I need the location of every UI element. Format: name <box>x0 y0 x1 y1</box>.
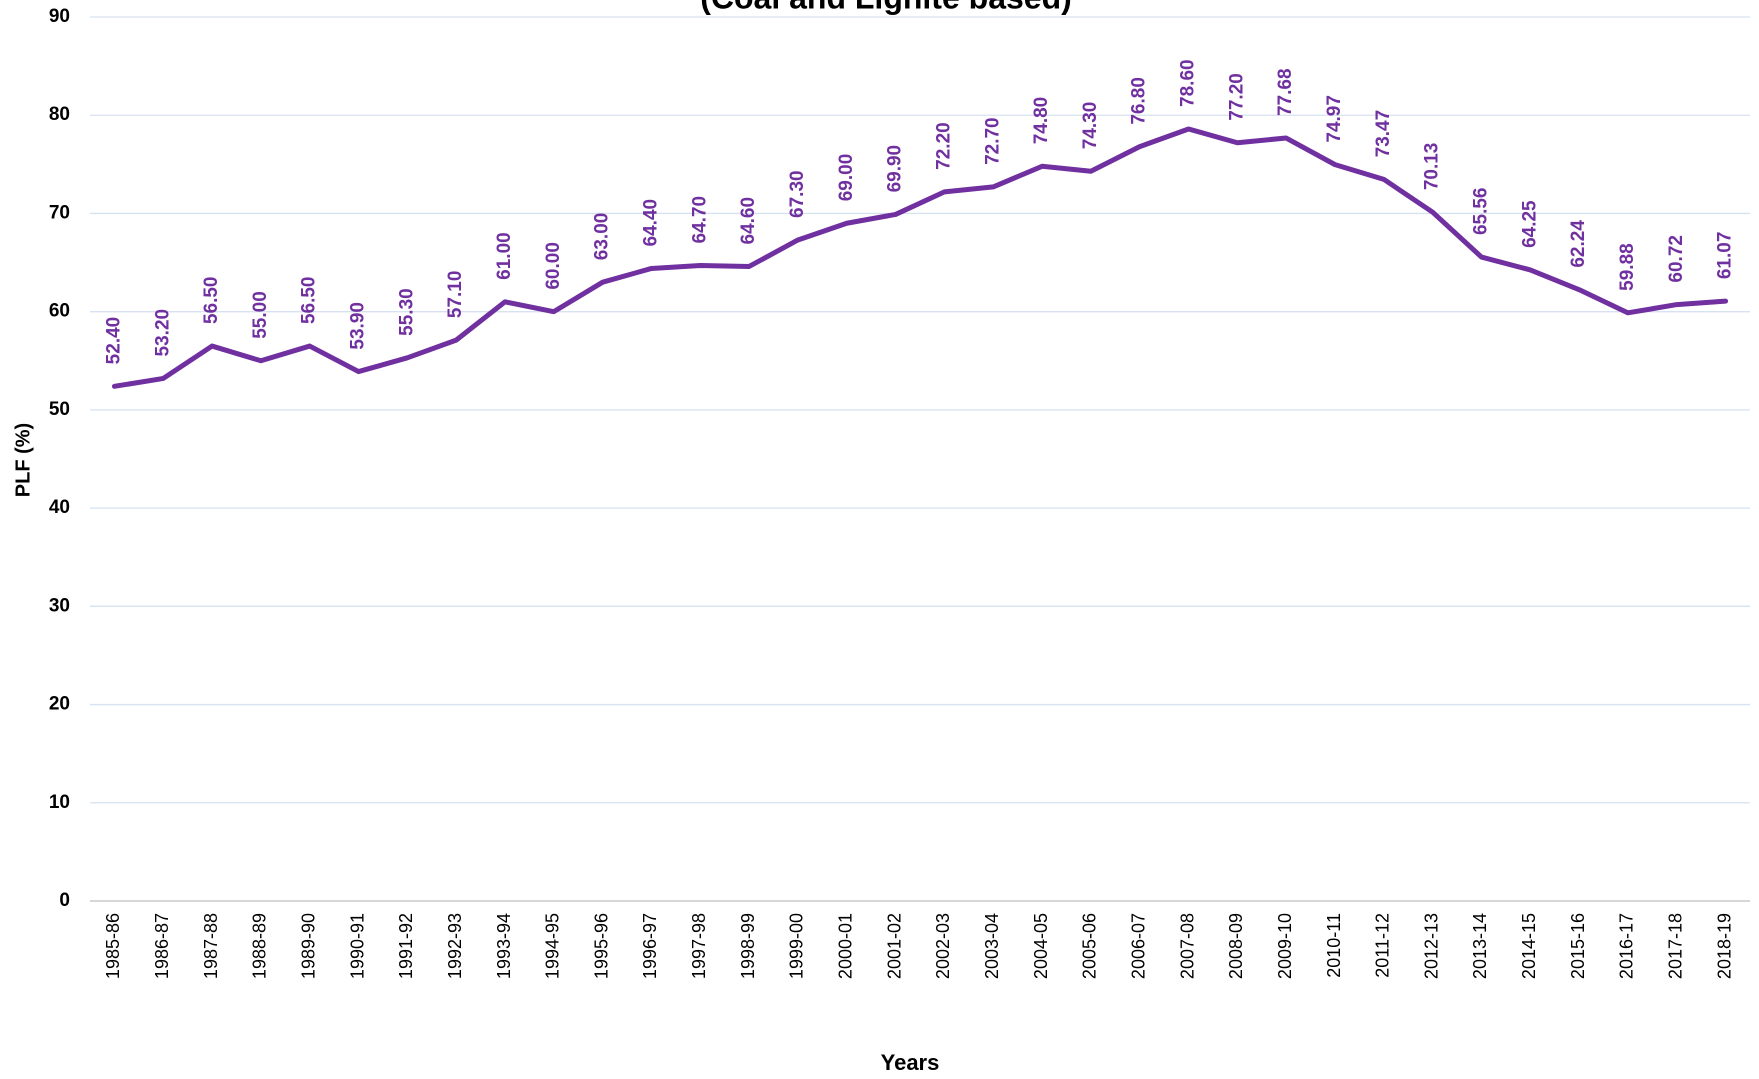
x-tick-label: 2012-13 <box>1421 913 1441 979</box>
y-tick-label: 30 <box>49 595 70 616</box>
data-label: 56.50 <box>299 276 320 324</box>
x-tick-label: 2014-15 <box>1519 913 1539 979</box>
data-label: 52.40 <box>103 317 124 365</box>
x-tick-label: 2010-11 <box>1324 913 1344 978</box>
x-tick-label: 2002-03 <box>933 913 953 979</box>
data-label: 72.70 <box>982 117 1003 165</box>
series-line <box>111 126 1729 389</box>
data-label: 57.10 <box>445 271 466 319</box>
y-tick-label: 0 <box>59 890 70 911</box>
data-label: 55.00 <box>250 291 271 339</box>
data-label: 53.90 <box>348 302 369 350</box>
y-tick-label: 70 <box>49 202 70 223</box>
y-tick-label: 80 <box>49 104 70 125</box>
x-axis-label: Years <box>881 1050 940 1075</box>
x-tick-label: 1986-87 <box>152 913 172 979</box>
data-label: 69.90 <box>885 145 906 193</box>
y-tick-label: 20 <box>49 694 70 715</box>
data-label: 74.30 <box>1080 102 1101 150</box>
x-tick-label: 2016-17 <box>1617 913 1637 979</box>
y-axis-label: PLF (%) <box>12 423 34 497</box>
data-label: 69.00 <box>836 154 857 202</box>
y-tick-label: 40 <box>49 497 70 518</box>
x-tick-label: 1988-89 <box>250 913 270 979</box>
x-tick-label: 2009-10 <box>1275 913 1295 979</box>
x-tick-label: 1998-99 <box>738 913 758 979</box>
data-label: 77.20 <box>1226 73 1247 121</box>
data-label: 59.88 <box>1617 243 1638 291</box>
x-tick-label: 2008-09 <box>1226 913 1246 979</box>
x-tick-label: 1999-00 <box>787 913 807 979</box>
y-tick-label: 10 <box>49 792 70 813</box>
data-label: 64.25 <box>1519 200 1540 248</box>
x-tick-label: 2015-16 <box>1568 913 1588 979</box>
data-label: 56.50 <box>201 276 222 324</box>
data-label: 60.00 <box>543 242 564 290</box>
data-label: 53.20 <box>152 309 173 357</box>
data-label: 70.13 <box>1422 143 1443 191</box>
y-tick-label: 90 <box>49 6 70 27</box>
x-tick-label: 1989-90 <box>298 913 318 979</box>
data-label: 63.00 <box>592 213 613 261</box>
data-label: 55.30 <box>396 288 417 336</box>
y-tick-label: 60 <box>49 301 70 322</box>
x-tick-label: 1994-95 <box>543 913 563 979</box>
data-label: 78.60 <box>1178 59 1199 107</box>
x-tick-label: 2018-19 <box>1714 913 1734 979</box>
data-label: 76.80 <box>1129 77 1150 125</box>
data-label: 61.07 <box>1715 232 1736 280</box>
data-label: 72.20 <box>933 122 954 170</box>
x-tick-label: 2003-04 <box>982 913 1002 979</box>
x-tick-label: 2017-18 <box>1666 913 1686 979</box>
data-label: 73.47 <box>1373 110 1394 158</box>
x-tick-label: 1993-94 <box>494 913 514 979</box>
x-tick-label: 2004-05 <box>1031 913 1051 979</box>
x-tick-label: 1997-98 <box>689 913 709 979</box>
x-tick-label: 2005-06 <box>1080 913 1100 979</box>
x-tick-label: 1985-86 <box>103 913 123 979</box>
x-tick-label: 1990-91 <box>347 913 367 979</box>
data-label: 74.97 <box>1324 95 1345 143</box>
x-tick-label: 2000-01 <box>836 913 856 979</box>
data-label: 64.70 <box>689 196 710 244</box>
data-label: 62.24 <box>1568 220 1589 268</box>
x-tick-label: 2013-14 <box>1470 913 1490 979</box>
x-tick-label: 2006-07 <box>1128 913 1148 979</box>
x-tick-label: 1995-96 <box>591 913 611 979</box>
x-tick-label: 2001-02 <box>884 913 904 979</box>
x-tick-label: 2011-12 <box>1373 913 1393 978</box>
x-tick-label: 1987-88 <box>201 913 221 979</box>
data-label: 64.40 <box>640 199 661 247</box>
data-label: 65.56 <box>1470 188 1491 236</box>
x-tick-label: 1996-97 <box>640 913 660 979</box>
x-tick-label: 2007-08 <box>1177 913 1197 979</box>
data-label: 60.72 <box>1666 235 1687 283</box>
data-label: 61.00 <box>494 232 515 280</box>
x-tick-label: 1991-92 <box>396 913 416 979</box>
x-tick-label: 1992-93 <box>445 913 465 979</box>
data-label: 64.60 <box>738 197 759 245</box>
data-label: 74.80 <box>1031 97 1052 145</box>
chart-title: (Coal and Lignite based) <box>700 0 1072 15</box>
data-label: 67.30 <box>787 170 808 218</box>
data-label: 77.68 <box>1275 68 1296 116</box>
y-tick-label: 50 <box>49 399 70 420</box>
